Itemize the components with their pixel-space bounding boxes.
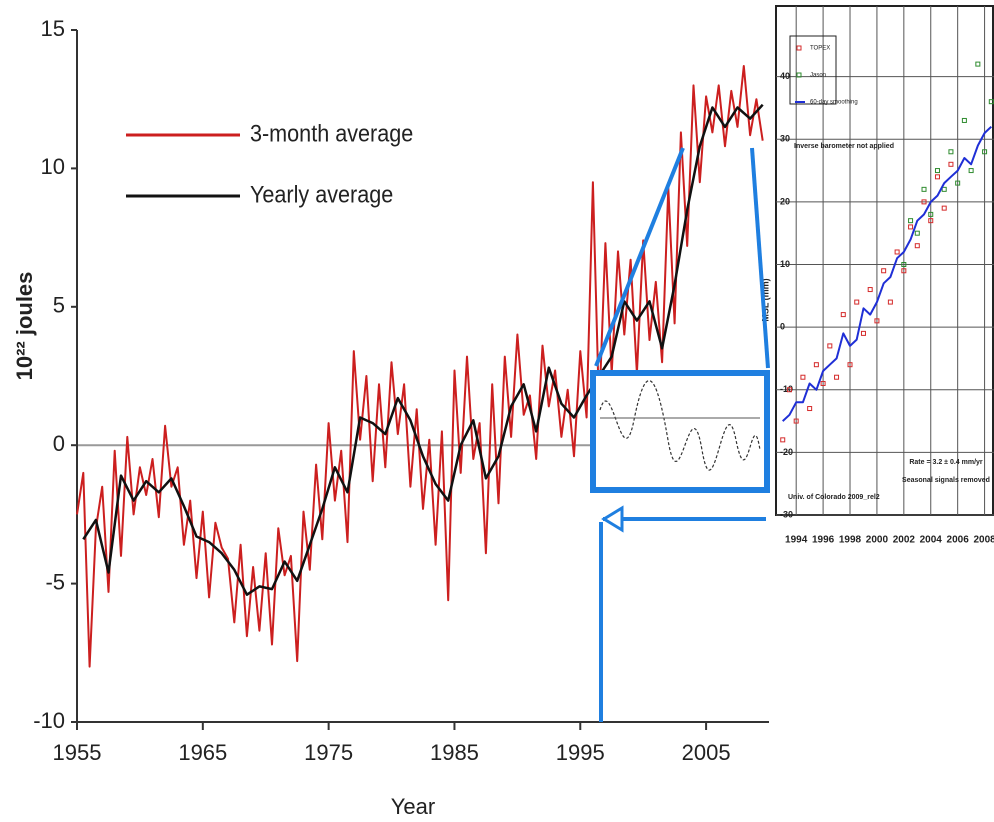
annotation: Univ. of Colorado 2009_rel2 <box>788 494 880 501</box>
annotation: Inverse barometer not applied <box>794 143 894 150</box>
y-tick-label: -10 <box>33 708 65 733</box>
data-point <box>968 168 974 174</box>
zoom-annotation <box>590 147 770 722</box>
data-point <box>874 318 880 324</box>
data-point <box>908 224 914 230</box>
x-axis-label: Year <box>391 794 435 819</box>
series-line <box>76 65 764 668</box>
data-point <box>800 374 806 380</box>
inset-chart: -30 -20 -10 0 10 20 30 40 1994 1996 1998 2000 2002 20… <box>760 5 994 546</box>
data-point <box>948 149 954 155</box>
zoom-squiggle <box>599 380 761 471</box>
data-point <box>827 343 833 349</box>
data-point <box>941 205 947 211</box>
data-point <box>854 299 860 305</box>
series-line <box>82 103 764 596</box>
data-point <box>860 330 866 336</box>
data-point <box>982 149 988 155</box>
x-tick-label: 1965 <box>178 740 227 765</box>
y-axis-label: 10²² joules <box>12 272 37 381</box>
data-point <box>887 299 893 305</box>
x-tick-label: 2000 <box>866 535 889 546</box>
zoom-line <box>594 147 685 367</box>
main-chart: -10 -5 0 5 10 15 1955 1965 1975 1985 1995 2005 Year 1… <box>12 16 769 819</box>
y-tick-label: 30 <box>780 134 790 144</box>
legend-label: 60-day smoothing <box>810 100 858 106</box>
plot-frame <box>775 5 994 516</box>
data-point <box>894 249 900 255</box>
data-point <box>840 312 846 318</box>
legend-swatch <box>796 72 802 78</box>
data-point <box>934 174 940 180</box>
legend-label: Yearly average <box>250 180 393 207</box>
zoom-box <box>590 370 770 493</box>
x-tick-label: 2004 <box>920 535 943 546</box>
x-tick-label: 2006 <box>947 535 970 546</box>
data-point <box>820 380 826 386</box>
data-point <box>780 437 786 443</box>
data-point <box>881 268 887 274</box>
x-tick-label: 2005 <box>682 740 731 765</box>
x-tick-label: 1998 <box>839 535 862 546</box>
data-point <box>813 362 819 368</box>
y-tick-label: -5 <box>45 569 65 594</box>
y-tick-label: 5 <box>53 293 65 318</box>
legend-label: 3-month average <box>250 119 413 146</box>
annotation: Seasonal signals removed <box>902 477 990 484</box>
x-tick-label: 1994 <box>785 535 808 546</box>
data-point <box>793 418 799 424</box>
legend-swatch <box>796 45 802 51</box>
y-tick-label: -30 <box>780 509 793 519</box>
data-point <box>901 262 907 267</box>
x-tick-label: 1985 <box>430 740 479 765</box>
data-point <box>921 186 927 192</box>
data-point <box>955 180 961 186</box>
data-point <box>921 199 927 205</box>
legend-label: TOPEX <box>810 46 830 52</box>
zoom-line <box>750 147 770 369</box>
x-tick-label: 2002 <box>893 535 916 546</box>
x-tick-label: 2008 <box>973 535 994 546</box>
data-point <box>908 218 914 224</box>
arrow-head <box>601 505 624 533</box>
data-point <box>914 230 920 236</box>
data-point <box>847 362 853 368</box>
legend-frame <box>789 35 837 105</box>
data-point <box>934 168 940 174</box>
y-axis-label: MSL (mm) <box>760 278 770 321</box>
data-point <box>928 211 934 217</box>
data-point <box>914 243 920 249</box>
data-point <box>988 99 994 105</box>
series-line <box>782 125 992 422</box>
data-point <box>928 218 934 224</box>
y-tick-label: 0 <box>53 431 65 456</box>
x-tick-label: 1955 <box>53 740 102 765</box>
x-tick-label: 1975 <box>304 740 353 765</box>
annotation: Rate = 3.2 ± 0.4 mm/yr <box>909 459 983 466</box>
y-tick-label: 15 <box>41 16 65 41</box>
data-point <box>948 161 954 167</box>
data-point <box>867 287 873 293</box>
data-point <box>807 406 813 412</box>
y-tick-label: 10 <box>41 154 65 179</box>
y-tick-label: 0 <box>780 322 785 332</box>
y-tick-label: -10 <box>780 384 793 394</box>
y-tick-label: 10 <box>780 259 790 269</box>
x-tick-label: 1996 <box>812 535 835 546</box>
legend-label: Jason <box>810 73 826 79</box>
y-tick-label: 20 <box>780 196 790 206</box>
data-point <box>961 117 967 123</box>
data-point <box>786 387 792 393</box>
data-point <box>975 61 981 67</box>
y-tick-label: -20 <box>780 447 793 457</box>
data-point <box>901 268 907 274</box>
data-point <box>834 374 840 380</box>
data-point <box>941 186 947 192</box>
x-tick-label: 1995 <box>556 740 605 765</box>
y-tick-label: 40 <box>780 71 790 81</box>
